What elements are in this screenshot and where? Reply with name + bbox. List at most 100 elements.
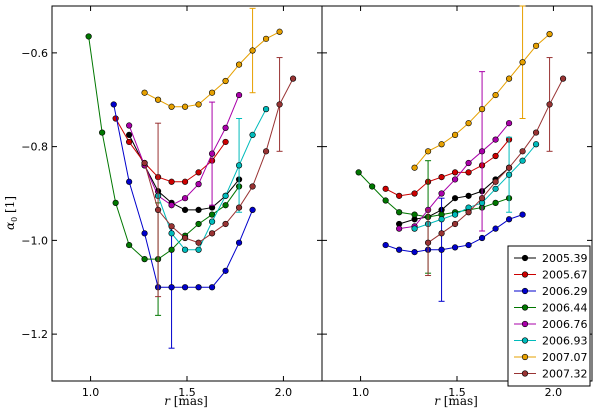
data-point xyxy=(451,131,459,139)
data-point xyxy=(519,157,526,164)
data-point xyxy=(222,77,229,85)
data-point xyxy=(168,202,175,209)
legend-label: 2006.44 xyxy=(542,302,588,315)
legend-item: 2006.44 xyxy=(514,302,588,315)
legend-label: 2006.93 xyxy=(542,335,588,348)
data-point xyxy=(519,59,526,66)
series-2006.93 xyxy=(154,106,270,253)
data-point xyxy=(195,101,202,108)
x-tick-label: 1.5 xyxy=(448,386,466,399)
series-2006.44 xyxy=(355,160,513,274)
data-point xyxy=(355,169,362,176)
data-point xyxy=(208,150,216,157)
series-2007.07 xyxy=(411,5,553,171)
data-point xyxy=(168,103,175,110)
series-2005.39 xyxy=(396,164,513,228)
legend-label: 2006.29 xyxy=(542,285,588,298)
data-point xyxy=(249,183,256,190)
data-point xyxy=(492,185,499,192)
legend-item: 2005.67 xyxy=(514,269,588,282)
x-axis-label-left: r [mas] xyxy=(164,394,208,408)
series-2006.44 xyxy=(85,33,243,316)
right-panel: 1.0 1.5 2.0 xyxy=(321,5,593,399)
legend-item: 2007.32 xyxy=(514,368,588,381)
data-point xyxy=(478,106,486,113)
legend-box xyxy=(507,245,591,387)
data-point xyxy=(411,248,418,256)
data-point xyxy=(451,220,459,228)
legend-label: 2007.07 xyxy=(542,351,588,364)
data-point xyxy=(289,75,297,82)
data-point xyxy=(195,181,202,188)
data-point xyxy=(505,120,513,127)
data-point xyxy=(141,89,148,96)
data-point xyxy=(505,164,513,171)
x-axis-label-right: r [mas] xyxy=(434,394,478,408)
data-point xyxy=(141,230,148,237)
x-tick-label: 2.0 xyxy=(545,386,563,399)
data-point xyxy=(112,199,119,206)
data-point xyxy=(208,284,216,291)
data-point xyxy=(235,239,243,246)
data-point xyxy=(369,183,376,190)
series-2005.67 xyxy=(382,136,513,199)
series-2007.07 xyxy=(141,7,283,110)
data-point xyxy=(208,230,216,237)
data-point xyxy=(181,246,189,253)
data-point xyxy=(181,206,189,214)
data-point xyxy=(438,246,445,253)
series-2007.32 xyxy=(141,57,297,298)
left-panel: 1.0 1.5 2.0 −0.6 −0.8 −1.0 −1.2 xyxy=(21,5,323,399)
data-point xyxy=(505,216,513,223)
series-line xyxy=(427,78,564,244)
data-point xyxy=(168,230,175,237)
data-point xyxy=(195,220,202,228)
data-point xyxy=(546,31,553,38)
data-point xyxy=(465,192,472,199)
data-point xyxy=(208,218,216,225)
series-line xyxy=(128,94,240,206)
data-point xyxy=(222,138,229,146)
legend-item: 2006.93 xyxy=(514,335,588,348)
data-point xyxy=(141,256,148,263)
data-point xyxy=(222,124,229,131)
y-tick-label: −1.2 xyxy=(21,328,48,341)
data-point xyxy=(126,131,133,139)
legend: 2005.39 2005.67 2006.29 2006.44 2006.76 2006.… xyxy=(507,245,591,387)
data-point xyxy=(532,141,540,148)
data-point xyxy=(451,211,459,218)
data-point xyxy=(411,211,418,218)
data-point xyxy=(438,141,445,148)
data-point xyxy=(208,89,216,96)
data-point xyxy=(126,122,133,129)
data-point xyxy=(222,192,229,199)
data-point xyxy=(249,47,256,54)
data-point xyxy=(411,164,418,171)
data-point xyxy=(492,199,499,206)
data-point xyxy=(168,246,175,253)
data-point xyxy=(195,284,202,291)
data-point xyxy=(451,195,459,202)
legend-item: 2006.76 xyxy=(514,318,588,331)
data-point xyxy=(168,284,175,291)
data-point xyxy=(382,185,389,192)
legend-marker xyxy=(521,320,529,328)
data-point xyxy=(451,169,459,176)
x-tick-label: 1.0 xyxy=(82,386,100,399)
series-line xyxy=(88,36,240,260)
data-point xyxy=(235,162,243,169)
legend-label: 2006.76 xyxy=(542,318,588,331)
data-point xyxy=(249,206,256,214)
data-point xyxy=(424,239,432,246)
data-point xyxy=(465,169,472,176)
legend-label: 2005.67 xyxy=(542,269,588,282)
data-point xyxy=(99,129,106,136)
data-point xyxy=(396,246,403,253)
x-tick-label: 2.0 xyxy=(275,386,293,399)
data-point xyxy=(85,33,92,40)
data-point xyxy=(181,284,189,291)
y-axis-label: α0 [1] xyxy=(3,196,19,230)
series-line xyxy=(115,118,226,183)
data-point xyxy=(492,152,499,160)
